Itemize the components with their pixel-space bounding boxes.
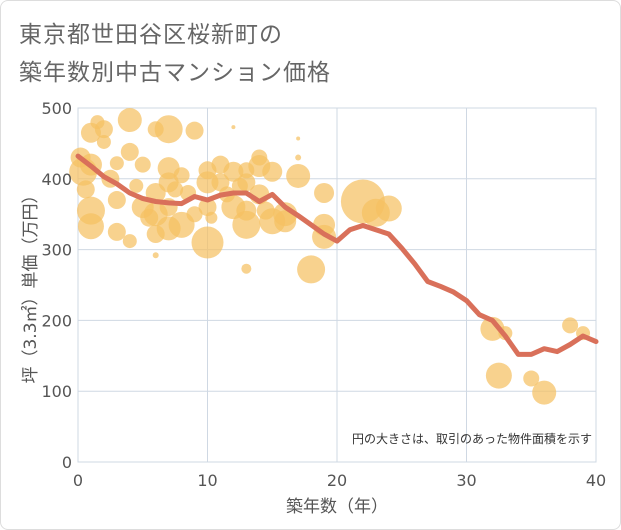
bubble <box>173 167 190 184</box>
bubble <box>129 178 144 193</box>
bubble <box>231 125 236 130</box>
x-tick-label: 20 <box>327 471 347 490</box>
bubble <box>122 234 137 249</box>
y-tick-label: 200 <box>41 311 72 330</box>
bubble <box>198 198 217 217</box>
bubble <box>262 161 283 182</box>
bubble <box>205 211 218 224</box>
bubble <box>117 108 142 133</box>
x-tick-labels: 0 10 20 30 40 <box>73 471 606 490</box>
y-tick-label: 100 <box>41 382 72 401</box>
bubble <box>191 226 224 259</box>
bubble <box>109 156 124 171</box>
chart-title-line-1: 東京都世田谷区桜新町の <box>19 22 283 48</box>
bubble <box>296 136 301 141</box>
y-tick-label: 300 <box>41 241 72 260</box>
bubble <box>232 210 261 239</box>
bubble <box>96 134 111 149</box>
bubble <box>295 154 302 161</box>
bubble <box>152 252 159 259</box>
bubble <box>523 370 540 387</box>
bubble <box>375 195 402 222</box>
bubble <box>286 163 311 188</box>
size-note: 円の大きさは、取引のあった物件面積を示す <box>352 431 592 446</box>
bubble <box>241 263 252 274</box>
x-axis-title: 築年数（年） <box>286 497 388 517</box>
bubble <box>196 171 219 194</box>
bubble <box>297 255 326 284</box>
x-tick-label: 30 <box>456 471 476 490</box>
x-tick-label: 40 <box>586 471 606 490</box>
x-tick-label: 10 <box>197 471 217 490</box>
bubble <box>107 222 126 241</box>
bubble <box>134 156 151 173</box>
bubble <box>94 120 113 139</box>
bubble <box>120 142 139 161</box>
chart-title-line-2: 築年数別中古マンション価格 <box>19 60 331 86</box>
bubble <box>485 362 512 389</box>
trend-line <box>75 153 599 357</box>
y-tick-label: 0 <box>62 453 72 472</box>
bubble <box>76 180 95 199</box>
bubble <box>167 181 184 198</box>
x-tick-label: 0 <box>73 471 83 490</box>
y-tick-labels: 0 100 200 300 400 500 <box>41 99 72 472</box>
bubble <box>107 191 126 210</box>
bubble <box>185 121 204 140</box>
bubble <box>480 316 505 341</box>
bubble <box>314 182 335 203</box>
y-tick-label: 400 <box>41 170 72 189</box>
bubble <box>562 317 579 334</box>
bubble <box>77 213 104 240</box>
bubbles <box>69 108 591 405</box>
bubble <box>532 380 557 405</box>
bubble <box>223 161 244 182</box>
y-axis-title: 坪（3.3㎡）単価（万円） <box>21 186 41 383</box>
bubble <box>274 210 297 233</box>
y-tick-label: 500 <box>41 99 72 118</box>
bubble <box>154 115 183 144</box>
bubble <box>186 206 203 223</box>
bubble <box>237 173 256 192</box>
